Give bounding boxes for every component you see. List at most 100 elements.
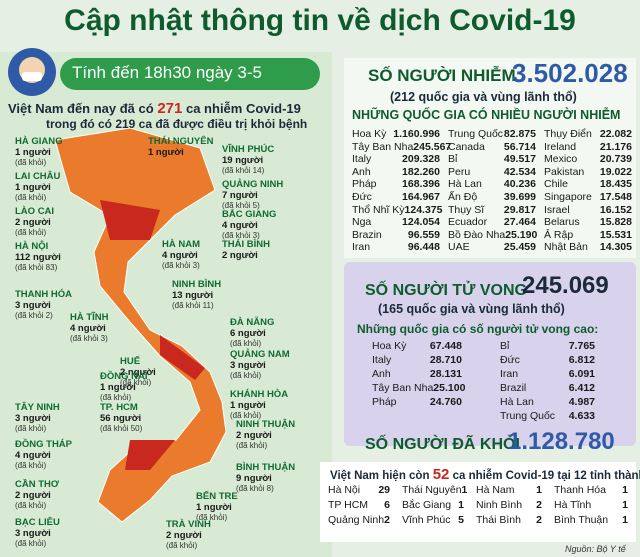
- country: Pháp: [352, 178, 377, 191]
- province-cases: 2 người: [222, 249, 258, 261]
- count: 1: [622, 499, 628, 511]
- table-row: Trung Quốc 82.875: [448, 128, 536, 141]
- province-cases: 13 người: [172, 289, 214, 301]
- count: 6.412: [568, 382, 595, 394]
- province-label: BẮC GIANG 4 người (đã khỏi 3): [222, 209, 276, 242]
- count: 29: [378, 484, 390, 496]
- province-label: BÌNH THUẬN 9 người (đã khỏi 8): [236, 462, 295, 495]
- province-note: (đã khỏi): [15, 424, 47, 433]
- table-column: Hà Nam 1 Ninh Bình 2 Thái Bình 2: [476, 484, 542, 529]
- count: 2: [536, 499, 542, 511]
- table-row: Belarus 15.828: [544, 216, 632, 229]
- province-label: TP. HCM 56 người (đã khỏi 50): [100, 402, 143, 435]
- country: Anh: [352, 165, 371, 178]
- count: 20.739: [599, 153, 632, 166]
- table-row: Mexico 20.739: [544, 153, 632, 166]
- country: Canada: [448, 140, 485, 153]
- table-row: Nga 124.054: [352, 216, 440, 229]
- table-row: Ecuador 27.464: [448, 216, 536, 229]
- province-label: KHÁNH HÒA 1 người (đã khỏi): [230, 389, 288, 422]
- province-label: NINH THUẬN 2 người (đã khỏi): [236, 419, 296, 452]
- title: Cập nhật thông tin về dịch Covid-19: [64, 4, 576, 37]
- province-name: HÀ GIANG: [15, 136, 63, 147]
- country: Pháp: [372, 396, 397, 408]
- country: Hà Nội: [328, 484, 361, 496]
- country: Italy: [352, 153, 372, 166]
- province-note: (đã khỏi): [15, 193, 47, 202]
- country: Hoa Kỳ: [372, 340, 407, 352]
- table-row: Bình Thuận 1: [554, 514, 628, 529]
- deaths-box: [344, 262, 636, 446]
- province-name: LÀO CAI: [15, 206, 55, 217]
- province-note: (đã khỏi): [196, 513, 228, 522]
- province-note: (đã khỏi): [166, 541, 198, 550]
- province-note: (đã khỏi 8): [236, 484, 274, 493]
- province-note: (đã khỏi 50): [100, 424, 143, 433]
- count: 5: [458, 514, 464, 526]
- vn-recovered: trong đó có 219 ca đã được điều trị khỏi…: [46, 117, 308, 131]
- table-column: Bỉ 7.765 Đức 6.812 Iran 6.091 Brazil 6.412 Hà La…: [500, 340, 595, 424]
- country: Pakistan: [544, 165, 585, 178]
- table-row: Bắc Giang 1: [402, 499, 464, 514]
- count: 6.812: [568, 354, 595, 366]
- province-name: NINH THUẬN: [236, 419, 296, 430]
- province-note: (đã khỏi 3): [222, 231, 260, 240]
- province-name: NINH BÌNH: [172, 279, 222, 290]
- count: 96.448: [407, 241, 440, 254]
- country: Anh: [372, 368, 391, 380]
- active-text: Việt Nam hiện còn: [330, 470, 430, 482]
- province-name: LAI CHÂU: [15, 171, 61, 182]
- table-row: Peru 42.534: [448, 166, 536, 179]
- count: 1: [622, 514, 628, 526]
- province-label: LÀO CAI 2 người (đã khỏi): [15, 206, 55, 239]
- count: 7.765: [568, 340, 595, 352]
- province-label: VĨNH PHÚC 19 người (đã khỏi 14): [222, 144, 274, 177]
- table-row: Brazin 96.559: [352, 229, 440, 242]
- vn-text: Việt Nam đến nay đã có: [8, 101, 154, 116]
- count: 1: [458, 499, 464, 511]
- province-note: (đã khỏi 11): [172, 301, 214, 310]
- province-label: THÁI BÌNH 2 người: [222, 239, 271, 261]
- active-text: ca nhiễm Covid-19 tại 12 tỉnh thành:: [452, 470, 640, 482]
- count: 2: [536, 514, 542, 526]
- table-column: Hoa Kỳ 1.160.996 Tây Ban Nha 245.567 Italy 20…: [352, 128, 451, 254]
- province-label: ĐÀ NẴNG 6 người (đã khỏi): [230, 317, 274, 350]
- province-name: THÁI NGUYÊN: [148, 136, 214, 147]
- table-row: Thổ Nhĩ Kỳ 124.375: [352, 204, 443, 217]
- count: 245.567: [413, 140, 452, 153]
- country: Ninh Bình: [476, 499, 523, 511]
- country: Quảng Ninh: [328, 514, 385, 526]
- province-label: THÁI NGUYÊN 1 người: [148, 136, 214, 158]
- country: Thụy Điển: [544, 128, 592, 140]
- province-cases: 1 người: [148, 146, 184, 158]
- recovered-label: SỐ NGƯỜI ĐÃ KHỎI: [365, 436, 520, 453]
- province-name: TRÀ VINH: [166, 519, 211, 530]
- count: 16.152: [599, 203, 632, 216]
- table-row: Singapore 17.548: [544, 191, 632, 204]
- count: 1: [536, 484, 542, 496]
- province-cases: 2 người: [166, 529, 202, 541]
- country: Thanh Hóa: [554, 484, 606, 496]
- province-name: TP. HCM: [100, 402, 138, 413]
- province-label: LAI CHÂU 1 người (đã khỏi): [15, 171, 61, 204]
- province-cases: 112 người: [15, 251, 61, 263]
- country: Hà Tĩnh: [554, 499, 592, 511]
- vn-text: ca nhiễm Covid-19: [185, 101, 301, 116]
- province-name: HÀ NỘI: [15, 241, 49, 252]
- province-label: HÀ NAM 4 người (đã khỏi 3): [162, 239, 200, 272]
- province-label: HÀ TĨNH 4 người (đã khỏi 3): [70, 312, 109, 345]
- vn-total: 271: [157, 100, 183, 117]
- table-row: Anh 182.260: [352, 166, 440, 179]
- count: 1: [622, 484, 628, 496]
- count: 14.305: [599, 241, 632, 254]
- country: Iran: [352, 241, 371, 254]
- province-label: CẦN THƠ 2 người (đã khỏi): [15, 479, 59, 512]
- active-box: [320, 462, 636, 542]
- table-row: Thụy Điển 22.082: [544, 128, 632, 141]
- province-label: QUẢNG NINH 7 người (đã khỏi 5): [222, 179, 283, 212]
- province-name: THÁI BÌNH: [222, 239, 271, 250]
- province-label: QUẢNG NAM 3 người (đã khỏi): [230, 349, 290, 382]
- province-cases: 9 người: [236, 472, 272, 484]
- province-name: BẾN TRE: [196, 491, 238, 502]
- table-row: Hà Nội 29: [328, 484, 390, 499]
